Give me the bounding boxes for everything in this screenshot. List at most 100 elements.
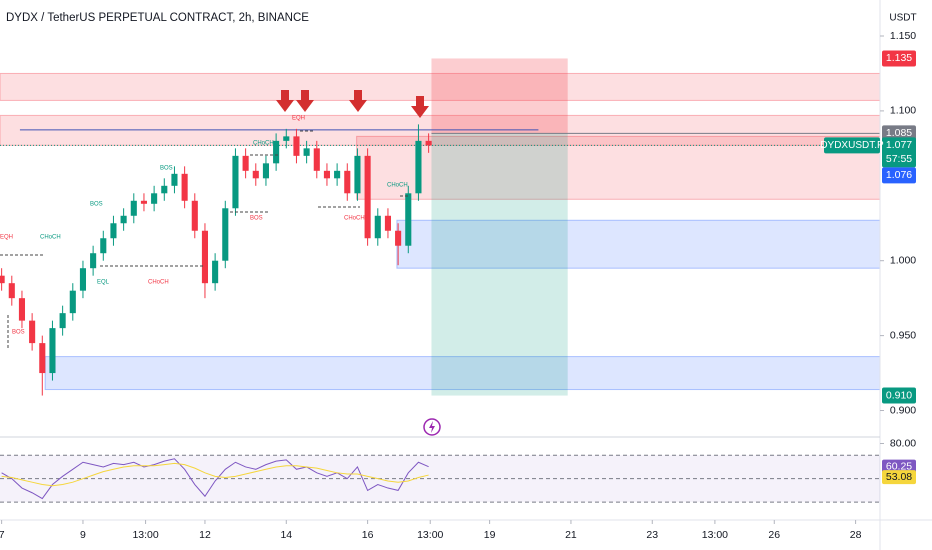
candle-body bbox=[344, 170, 351, 194]
x-tick-label: 28 bbox=[850, 529, 862, 541]
annotation: CHoCH bbox=[387, 183, 408, 189]
zone bbox=[0, 72, 881, 101]
candle-body bbox=[364, 155, 371, 239]
candle-body bbox=[374, 215, 381, 239]
candle-body bbox=[29, 320, 36, 344]
candle-body bbox=[242, 155, 249, 171]
candle-body bbox=[8, 283, 15, 299]
zone bbox=[356, 135, 881, 200]
candle-body bbox=[90, 253, 97, 269]
candle-body bbox=[49, 328, 56, 374]
x-tick-label: 16 bbox=[362, 529, 374, 541]
price-label: 1.085 bbox=[886, 127, 912, 139]
rsi-value-label: 60.25 bbox=[886, 460, 912, 472]
candle-body bbox=[100, 238, 107, 254]
annotation: EQH bbox=[0, 235, 13, 241]
annotation: CHoCH bbox=[253, 141, 274, 147]
candle-body bbox=[171, 173, 178, 186]
x-tick-label: 23 bbox=[646, 529, 658, 541]
candle-body bbox=[425, 140, 432, 146]
candle-body bbox=[120, 215, 127, 224]
chart-title: DYDX / TetherUS PERPETUAL CONTRACT, 2h, … bbox=[6, 12, 309, 24]
arrow bbox=[411, 96, 429, 118]
price-label: 1.076 bbox=[886, 169, 912, 181]
candle-body bbox=[232, 155, 239, 209]
annotation: BOS bbox=[90, 202, 103, 208]
arrow bbox=[276, 90, 294, 112]
rsi-line bbox=[1, 462, 429, 487]
candle-body bbox=[222, 208, 229, 261]
x-tick-label: 14 bbox=[280, 529, 292, 541]
annotation: BOS bbox=[12, 330, 25, 336]
candle-body bbox=[39, 343, 46, 374]
x-tick-label: 12 bbox=[199, 529, 211, 541]
candle-body bbox=[110, 223, 117, 239]
price-label-box bbox=[882, 50, 916, 67]
symbol-label: DYDXUSDT.P bbox=[820, 140, 884, 151]
annotation: BOS bbox=[250, 216, 263, 222]
y-tick-label: 1.150 bbox=[890, 30, 916, 42]
rsi-line bbox=[1, 458, 429, 500]
candle-body bbox=[18, 298, 26, 321]
candle-body bbox=[59, 313, 66, 329]
price-label-box bbox=[882, 387, 916, 404]
candle-body bbox=[201, 230, 209, 284]
currency: USDT bbox=[889, 13, 916, 24]
candle-body bbox=[313, 148, 320, 171]
y-tick-label: 0.950 bbox=[890, 329, 916, 341]
x-tick-label: 13:00 bbox=[702, 529, 728, 541]
zone bbox=[396, 219, 881, 269]
x-tick-label: 13:00 bbox=[132, 529, 158, 541]
rsi-tick-label: 80.00 bbox=[890, 437, 916, 449]
candle-body bbox=[252, 170, 259, 179]
symbol-box bbox=[824, 137, 880, 154]
countdown: 57:55 bbox=[886, 153, 912, 165]
x-tick-label: 26 bbox=[768, 529, 780, 541]
annotation: CHoCH bbox=[344, 216, 365, 222]
candle-body bbox=[181, 173, 188, 201]
candle-body bbox=[69, 290, 76, 314]
candle-body bbox=[262, 163, 270, 179]
candle-body bbox=[151, 193, 158, 204]
alert-icon[interactable] bbox=[423, 418, 441, 436]
arrow bbox=[296, 90, 314, 112]
rsi-band bbox=[0, 455, 880, 503]
x-tick-label: 21 bbox=[565, 529, 577, 541]
candle-body bbox=[79, 268, 87, 291]
annotation: BOS bbox=[160, 166, 173, 172]
position-target bbox=[431, 133, 568, 396]
arrows bbox=[276, 90, 429, 118]
candle-body bbox=[323, 170, 330, 179]
last-price-label: 1.077 bbox=[886, 139, 912, 151]
candle-body bbox=[161, 185, 168, 194]
annotation: CHoCH bbox=[40, 235, 61, 241]
candle-body bbox=[283, 136, 290, 141]
annotations: CHoCH EQH BOS BOS CHoCH EQH EQL CHoCH BO… bbox=[0, 116, 408, 350]
candle-body bbox=[395, 230, 402, 246]
price-label: 1.135 bbox=[886, 52, 912, 64]
x-tick-label: 13:00 bbox=[417, 529, 443, 541]
x-tick-label: 7 bbox=[0, 529, 5, 541]
y-tick-label: 1.000 bbox=[890, 254, 916, 266]
price-label: 0.910 bbox=[886, 389, 912, 401]
price-label-box bbox=[882, 167, 916, 184]
candle-body bbox=[191, 200, 198, 231]
x-tick-label: 9 bbox=[80, 529, 86, 541]
candle-body bbox=[405, 193, 412, 246]
rsi-value-box bbox=[882, 470, 916, 485]
x-tick-label: 19 bbox=[484, 529, 496, 541]
candle-body bbox=[0, 275, 5, 284]
rsi-value-label: 53.08 bbox=[886, 471, 912, 483]
last-price-box bbox=[882, 137, 916, 168]
candle-body bbox=[384, 215, 391, 231]
candle-body bbox=[273, 140, 280, 164]
candle-body bbox=[354, 155, 361, 194]
candle-body bbox=[415, 140, 422, 194]
candle-body bbox=[212, 260, 219, 284]
y-tick-label: 1.100 bbox=[890, 105, 916, 117]
candle-body bbox=[303, 148, 310, 156]
arrow bbox=[349, 90, 367, 112]
candle-body bbox=[130, 200, 137, 216]
